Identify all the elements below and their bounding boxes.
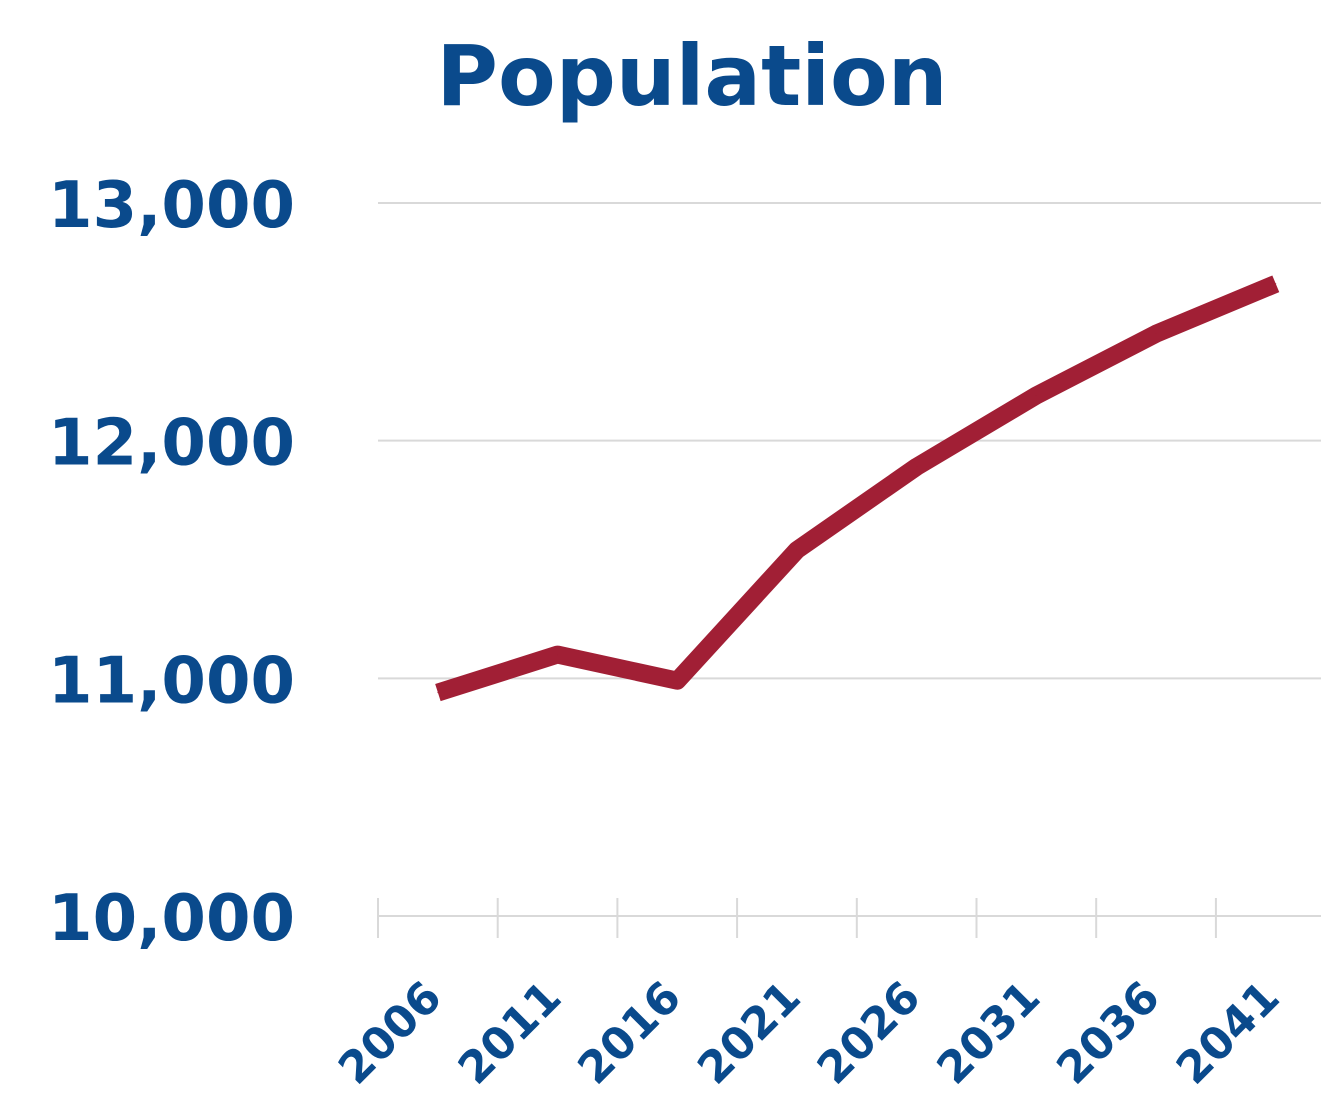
series-population bbox=[435, 275, 1280, 702]
x-tick-label: 2011 bbox=[449, 972, 572, 1095]
x-tick-label: 2021 bbox=[688, 972, 811, 1095]
data-point bbox=[1275, 283, 1277, 285]
data-point bbox=[557, 654, 559, 656]
x-tick-label: 2036 bbox=[1047, 972, 1170, 1095]
data-point bbox=[1035, 395, 1037, 397]
y-tick-label: 12,000 bbox=[48, 407, 295, 481]
x-tick-label: 2026 bbox=[808, 972, 931, 1095]
chart-title: Population bbox=[436, 27, 947, 125]
x-tick-label: 2031 bbox=[927, 972, 1050, 1095]
data-point bbox=[916, 466, 918, 468]
y-tick-label: 10,000 bbox=[48, 882, 295, 956]
y-tick-label: 11,000 bbox=[48, 644, 295, 718]
y-tick-labels: 10,000 11,000 12,000 13,000 bbox=[48, 169, 295, 956]
data-point bbox=[796, 549, 798, 551]
x-tick-label: 2041 bbox=[1167, 972, 1290, 1095]
series-line bbox=[435, 275, 1280, 702]
data-point bbox=[676, 680, 678, 682]
x-axis bbox=[377, 898, 1321, 938]
data-point bbox=[437, 692, 439, 694]
data-point bbox=[1155, 333, 1157, 335]
x-tick-label: 2006 bbox=[329, 972, 452, 1095]
y-gridlines bbox=[378, 202, 1321, 680]
x-tick-label: 2016 bbox=[568, 972, 691, 1095]
y-tick-label: 13,000 bbox=[48, 169, 295, 243]
